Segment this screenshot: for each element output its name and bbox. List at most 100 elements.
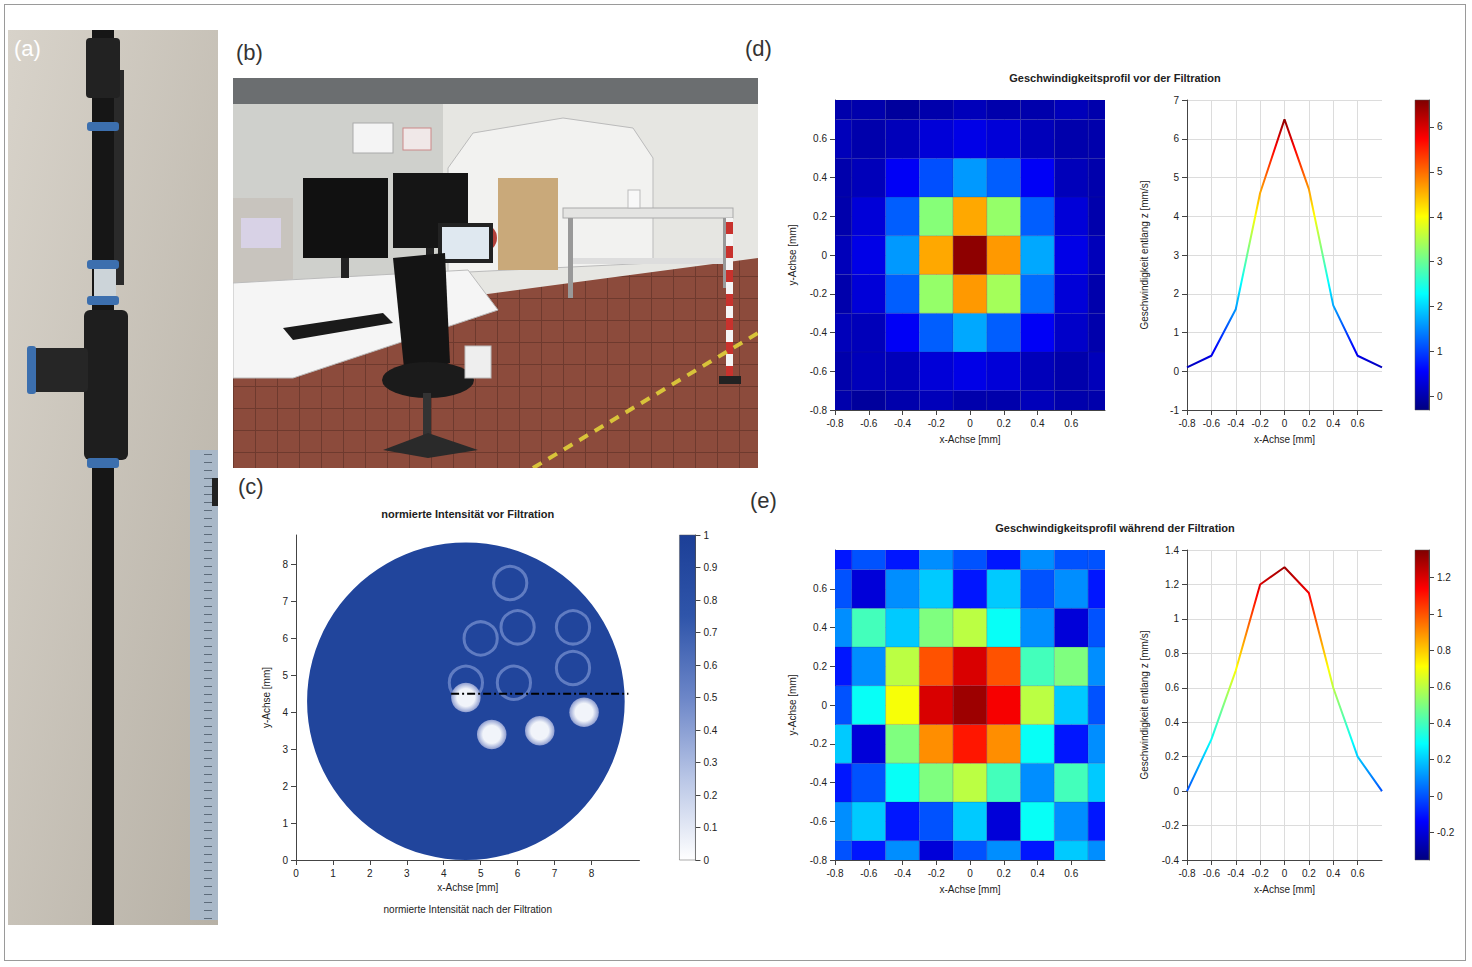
svg-text:-0.8: -0.8: [810, 855, 828, 866]
svg-text:0.8: 0.8: [1165, 648, 1179, 659]
svg-text:-0.2: -0.2: [1252, 868, 1270, 879]
svg-text:3: 3: [1173, 250, 1179, 261]
svg-text:1.2: 1.2: [1165, 579, 1179, 590]
svg-text:7: 7: [552, 868, 558, 879]
svg-text:0.6: 0.6: [1351, 868, 1365, 879]
svg-text:normierte Intensität vor Filtr: normierte Intensität vor Filtration: [381, 508, 554, 520]
svg-text:-0.6: -0.6: [860, 418, 878, 429]
svg-text:0: 0: [1173, 366, 1179, 377]
svg-text:-1: -1: [1170, 405, 1179, 416]
svg-text:0.2: 0.2: [1302, 418, 1316, 429]
svg-text:0: 0: [1437, 391, 1443, 402]
svg-text:0.4: 0.4: [1326, 418, 1340, 429]
svg-text:-0.6: -0.6: [1203, 868, 1221, 879]
svg-text:normierte Intensität nach der: normierte Intensität nach der Filtration: [384, 904, 552, 915]
svg-text:7: 7: [1173, 95, 1179, 106]
svg-text:0: 0: [967, 868, 973, 879]
svg-text:-0.8: -0.8: [810, 405, 828, 416]
svg-text:0.4: 0.4: [1165, 717, 1179, 728]
svg-text:0: 0: [282, 855, 288, 866]
svg-text:0.8: 0.8: [703, 595, 717, 606]
svg-text:0: 0: [821, 250, 827, 261]
svg-text:y-Achse [mm]: y-Achse [mm]: [787, 674, 798, 735]
svg-text:x-Achse [mm]: x-Achse [mm]: [437, 882, 498, 893]
svg-text:6: 6: [282, 633, 288, 644]
svg-text:0: 0: [703, 855, 709, 866]
svg-text:0: 0: [967, 418, 973, 429]
svg-text:0.6: 0.6: [1064, 868, 1078, 879]
svg-text:0.6: 0.6: [1437, 681, 1451, 692]
svg-text:-0.8: -0.8: [1178, 868, 1196, 879]
svg-text:0.6: 0.6: [813, 583, 827, 594]
svg-text:2: 2: [1437, 301, 1443, 312]
svg-text:0.6: 0.6: [813, 133, 827, 144]
svg-text:2: 2: [1173, 288, 1179, 299]
svg-text:-0.2: -0.2: [928, 418, 946, 429]
svg-text:y-Achse [mm]: y-Achse [mm]: [261, 667, 272, 728]
svg-text:2: 2: [367, 868, 373, 879]
svg-text:0: 0: [1282, 418, 1288, 429]
svg-text:2: 2: [282, 781, 288, 792]
svg-text:5: 5: [1437, 166, 1443, 177]
svg-text:-0.4: -0.4: [894, 418, 912, 429]
svg-text:0.7: 0.7: [703, 627, 717, 638]
svg-text:0.4: 0.4: [813, 622, 827, 633]
svg-text:-0.4: -0.4: [810, 777, 828, 788]
svg-text:1: 1: [1173, 613, 1179, 624]
svg-text:4: 4: [1173, 211, 1179, 222]
svg-text:-0.4: -0.4: [1162, 855, 1180, 866]
svg-text:-0.2: -0.2: [1437, 827, 1455, 838]
svg-text:0.6: 0.6: [1165, 682, 1179, 693]
svg-text:0.2: 0.2: [813, 211, 827, 222]
svg-text:0.4: 0.4: [813, 172, 827, 183]
svg-text:0.6: 0.6: [1064, 418, 1078, 429]
svg-text:0: 0: [1173, 786, 1179, 797]
svg-text:0.9: 0.9: [703, 562, 717, 573]
svg-text:0: 0: [1282, 868, 1288, 879]
svg-text:5: 5: [1173, 172, 1179, 183]
svg-text:-0.6: -0.6: [810, 816, 828, 827]
svg-text:-0.8: -0.8: [826, 418, 844, 429]
svg-text:0: 0: [821, 700, 827, 711]
svg-text:1: 1: [330, 868, 336, 879]
svg-text:Geschwindigkeit entlang z [mm/: Geschwindigkeit entlang z [mm/s]: [1139, 630, 1150, 779]
svg-text:Geschwindigkeitsprofil vor der: Geschwindigkeitsprofil vor der Filtratio…: [1009, 72, 1221, 84]
svg-text:4: 4: [282, 707, 288, 718]
svg-text:1: 1: [282, 818, 288, 829]
svg-text:7: 7: [282, 596, 288, 607]
svg-text:0.1: 0.1: [703, 822, 717, 833]
svg-text:-0.4: -0.4: [1227, 868, 1245, 879]
svg-text:1.2: 1.2: [1437, 572, 1451, 583]
svg-text:1: 1: [703, 530, 709, 541]
svg-text:0.4: 0.4: [1326, 868, 1340, 879]
svg-text:6: 6: [1173, 133, 1179, 144]
svg-text:0.4: 0.4: [703, 725, 717, 736]
svg-text:3: 3: [404, 868, 410, 879]
svg-text:x-Achse [mm]: x-Achse [mm]: [939, 434, 1000, 445]
svg-text:-0.2: -0.2: [928, 868, 946, 879]
svg-text:x-Achse [mm]: x-Achse [mm]: [1254, 434, 1315, 445]
svg-text:-0.2: -0.2: [810, 288, 828, 299]
svg-text:-0.4: -0.4: [810, 327, 828, 338]
svg-text:-0.6: -0.6: [1203, 418, 1221, 429]
svg-text:4: 4: [441, 868, 447, 879]
svg-text:1: 1: [1173, 327, 1179, 338]
svg-text:0.5: 0.5: [703, 692, 717, 703]
svg-text:0.2: 0.2: [703, 790, 717, 801]
svg-text:Geschwindigkeit entlang z [mm/: Geschwindigkeit entlang z [mm/s]: [1139, 180, 1150, 329]
svg-text:1: 1: [1437, 346, 1443, 357]
svg-text:0.4: 0.4: [1031, 418, 1045, 429]
svg-text:-0.4: -0.4: [894, 868, 912, 879]
svg-text:-0.6: -0.6: [810, 366, 828, 377]
svg-text:0.4: 0.4: [1031, 868, 1045, 879]
svg-text:1.4: 1.4: [1165, 545, 1179, 556]
svg-text:0.2: 0.2: [1302, 868, 1316, 879]
svg-text:0.2: 0.2: [997, 868, 1011, 879]
svg-text:0.6: 0.6: [703, 660, 717, 671]
svg-text:-0.8: -0.8: [1178, 418, 1196, 429]
svg-text:0.2: 0.2: [813, 661, 827, 672]
svg-text:-0.2: -0.2: [810, 738, 828, 749]
svg-text:6: 6: [515, 868, 521, 879]
svg-text:x-Achse [mm]: x-Achse [mm]: [939, 884, 1000, 895]
svg-text:0.3: 0.3: [703, 757, 717, 768]
